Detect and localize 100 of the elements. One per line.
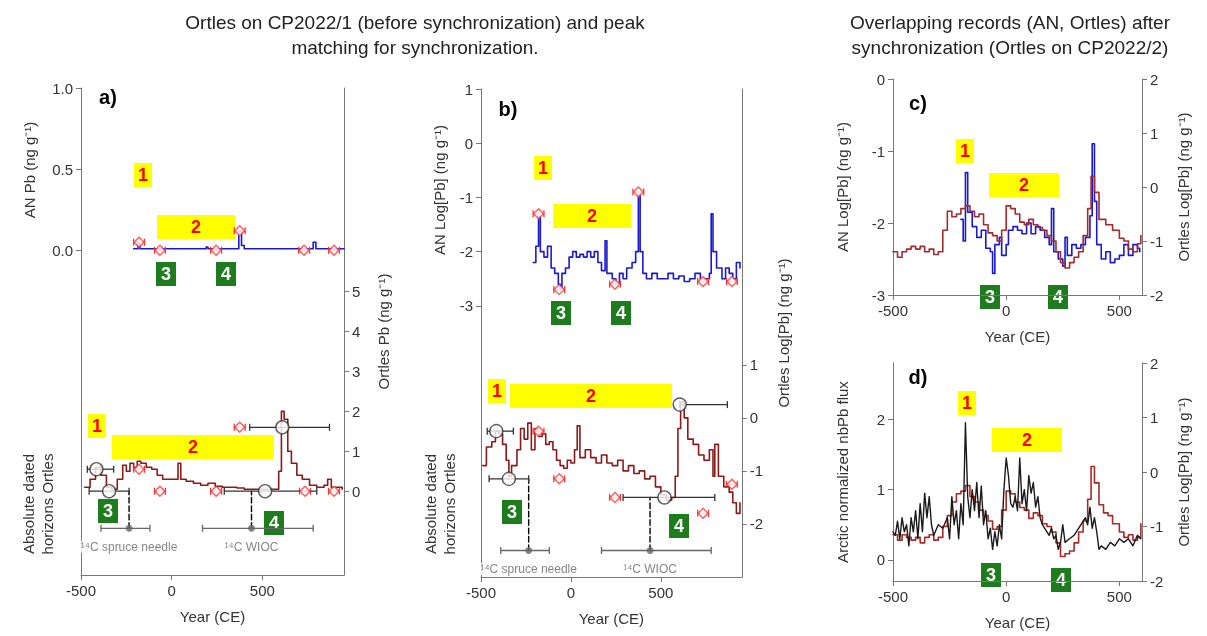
y2-tick-label: 4 (352, 323, 361, 340)
x-tick-label: -500 (65, 582, 97, 599)
series-label: ¹⁴C spruce needle (80, 539, 178, 554)
y2-tick-label: 3 (352, 362, 361, 380)
y2-tick-label: -2 (1150, 572, 1164, 590)
annotation: c) (908, 91, 928, 115)
point (646, 546, 654, 554)
line-series (892, 422, 1142, 551)
number-tag: 2 (992, 428, 1062, 452)
x-tick-label: 500 (648, 584, 674, 601)
y-axis-title: Arctic normalized nbPb flux (833, 380, 851, 563)
point (657, 490, 672, 505)
number-tag: 3 (551, 301, 571, 325)
y-tick-label: -1 (459, 188, 473, 206)
x-axis-title: Year (CE) (984, 327, 1051, 345)
text: Absolute dated horizons Ortles (19, 452, 57, 557)
point (125, 524, 133, 532)
x-axis-title: Year (CE) (179, 607, 246, 625)
x-tick-label: 0 (1002, 588, 1011, 605)
point (257, 483, 273, 499)
chart-title: Overlapping records (AN, Ortles) after synchronization (Ortles on CP2022/2) (849, 11, 1171, 60)
y-tick-label: 0.5 (52, 160, 73, 178)
point (501, 471, 517, 487)
y-axis-title: AN Log[Pb] (ng g⁻¹) (833, 121, 851, 253)
point (275, 420, 290, 435)
x-tick-label: 500 (249, 582, 275, 599)
number-tag: 1 (534, 156, 552, 180)
y-tick-label: -3 (459, 297, 473, 315)
series-label: ¹⁴C spruce needle (480, 561, 578, 576)
annotation: d) (907, 365, 929, 389)
number-tag: 2 (510, 384, 672, 408)
y2-tick-label: -2 (1150, 286, 1164, 304)
y2-tick-label: 0 (1150, 463, 1159, 481)
y2-tick-label: -1 (749, 462, 764, 480)
y-tick-label: -2 (871, 214, 885, 232)
number-tag: 3 (98, 499, 118, 523)
y-tick-label: -1 (871, 142, 885, 160)
text: Ortles on CP2022/1 (before synchronization) and peak matching for synchronization. (184, 11, 646, 60)
annotation: a) (98, 85, 118, 109)
number-tag: 2 (112, 435, 274, 459)
number-tag: 1 (958, 391, 976, 415)
x-tick-label: -500 (877, 588, 909, 605)
number-tag: 3 (981, 563, 1001, 587)
y-tick-label: 1.0 (52, 79, 73, 97)
number-tag: 2 (157, 215, 235, 239)
number-tag: 3 (156, 262, 176, 286)
y2-axis-title: Ortles Log[Pb] (ng g⁻¹) (774, 258, 792, 408)
y-tick-label: 0 (464, 134, 473, 152)
number-tag: 4 (216, 262, 236, 286)
y2-tick-label: 1 (352, 442, 361, 460)
y2-tick-label: 0 (749, 409, 759, 427)
y-tick-label: 0.0 (52, 241, 73, 259)
y2-tick-label: -2 (749, 515, 764, 533)
y2-tick-label: 0 (1150, 178, 1159, 196)
number-tag: 1 (88, 414, 106, 438)
number-tag: 2 (989, 173, 1059, 197)
x-tick-label: -500 (465, 584, 497, 601)
y-axis-title: AN Log[Pb] (ng g⁻¹) (430, 123, 449, 258)
y2-axis-title: Ortles Pb (ng g⁻¹) (374, 273, 392, 390)
y2-tick-label: 2 (352, 402, 361, 420)
number-tag: 2 (553, 204, 631, 228)
point (89, 462, 104, 477)
y2-axis-title: Ortles Log[Pb] (ng g⁻¹) (1174, 397, 1192, 547)
text: Absolute dated horizons Ortles (421, 452, 459, 557)
point (672, 397, 687, 412)
y2-tick-label: 1 (749, 356, 759, 374)
number-tag: 4 (611, 301, 631, 325)
point (248, 524, 255, 532)
number-tag: 1 (956, 139, 974, 163)
x-tick-label: 500 (1106, 588, 1132, 605)
y2-tick-label: 0 (352, 482, 361, 500)
x-axis-title: Year (CE) (984, 613, 1051, 631)
x-tick-label: -500 (877, 302, 909, 319)
y-tick-label: 1 (464, 80, 473, 98)
y-tick-label: 2 (876, 410, 885, 428)
y2-tick-label: 1 (1150, 409, 1159, 426)
y-tick-label: 0 (876, 70, 885, 88)
number-tag: 4 (669, 514, 689, 538)
x-tick-label: 0 (566, 584, 576, 601)
x-tick-label: 0 (1002, 302, 1011, 319)
point (489, 423, 504, 439)
y-tick-label: -2 (459, 243, 473, 261)
point (101, 483, 117, 499)
number-tag: 1 (488, 379, 506, 403)
y2-tick-label: 5 (352, 283, 361, 301)
point (525, 546, 533, 554)
y2-tick-label: 2 (1150, 70, 1159, 88)
number-tag: 3 (502, 500, 522, 524)
x-tick-label: 0 (167, 582, 176, 599)
number-tag: 1 (134, 163, 152, 187)
annotation: b) (497, 97, 519, 121)
y2-tick-label: 1 (1150, 124, 1159, 142)
y2-tick-label: 2 (1150, 354, 1159, 372)
number-tag: 4 (264, 511, 284, 535)
series-label: ¹⁴C WIOC (623, 561, 678, 576)
x-axis-title: Year (CE) (578, 609, 645, 627)
x-tick-label: 500 (1106, 302, 1132, 319)
y2-tick-label: -1 (1150, 232, 1164, 250)
y-axis-title: AN Pb (ng g⁻¹) (20, 120, 39, 221)
y2-axis-title: Ortles Log[Pb] (ng g⁻¹) (1174, 112, 1192, 262)
